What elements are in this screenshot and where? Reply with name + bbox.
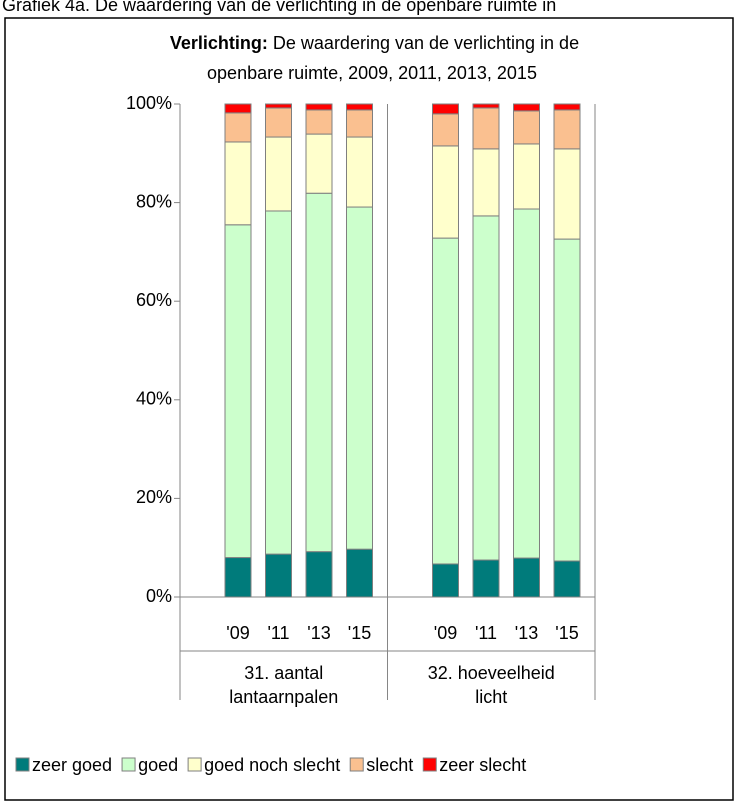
bar-segment xyxy=(432,113,459,147)
bar-segment xyxy=(265,210,292,555)
bar-segment xyxy=(513,208,540,559)
x-tick-label: '09 xyxy=(434,623,457,643)
bar-segment xyxy=(553,103,581,111)
bar-segment xyxy=(513,110,540,145)
bar-segment xyxy=(553,148,581,240)
bar-segment xyxy=(305,103,333,111)
bar-segment xyxy=(265,136,292,212)
x-tick-label: '09 xyxy=(226,623,249,643)
x-tick-label: '13 xyxy=(307,623,330,643)
bar-segment xyxy=(346,548,373,598)
y-tick-label: 0% xyxy=(146,586,172,606)
bar-segment xyxy=(224,224,252,559)
y-tick-label: 60% xyxy=(136,290,172,310)
bar-segment xyxy=(224,112,252,143)
legend-swatch xyxy=(15,757,30,772)
x-tick-label: '11 xyxy=(475,623,497,643)
y-tick-label: 100% xyxy=(126,93,172,113)
x-tick-label: '15 xyxy=(555,623,578,643)
bar-segment xyxy=(553,238,581,562)
bar-segment xyxy=(513,143,540,210)
bar-segment xyxy=(305,192,333,553)
bar-segment xyxy=(472,215,500,561)
y-tick-label: 80% xyxy=(136,191,172,211)
chart-title: Verlichting: De waardering van de verlich… xyxy=(170,33,579,53)
group-label: licht xyxy=(475,687,507,707)
bar-segment xyxy=(553,560,581,598)
bar-segment xyxy=(472,107,500,150)
title-bold: Verlichting: xyxy=(170,33,268,53)
bar-segment xyxy=(432,563,459,598)
caption: Grafiek 4a. De waardering van de verlich… xyxy=(2,0,556,15)
bar-segment xyxy=(305,133,333,194)
bar-segment xyxy=(472,103,500,109)
legend-label: slecht xyxy=(366,755,413,775)
legend-swatch xyxy=(121,757,136,772)
bar-segment xyxy=(553,109,581,150)
bar-segment xyxy=(305,109,333,135)
bar-segment xyxy=(346,103,373,111)
x-tick-label: '15 xyxy=(348,623,371,643)
bar-segment xyxy=(265,103,292,109)
legend-swatch xyxy=(349,757,364,772)
bar-segment xyxy=(432,237,459,565)
title-line: De waardering van de verlichting in de xyxy=(273,33,579,53)
x-tick-label: '11 xyxy=(267,623,289,643)
bar-segment xyxy=(346,109,373,138)
chart-title: openbare ruimte, 2009, 2011, 2013, 2015 xyxy=(207,63,537,83)
legend-label: zeer slecht xyxy=(439,755,526,775)
group-label: 31. aantal xyxy=(244,663,323,683)
bar-segment xyxy=(224,103,252,114)
y-tick-label: 40% xyxy=(136,389,172,409)
bar-segment xyxy=(513,103,540,112)
bar-segment xyxy=(305,551,333,598)
bar-segment xyxy=(265,107,292,138)
bar-segment xyxy=(346,136,373,208)
bar-segment xyxy=(432,103,459,115)
legend-label: goed xyxy=(138,755,178,775)
bar-segment xyxy=(224,141,252,226)
legend-label: zeer goed xyxy=(32,755,112,775)
bar-segment xyxy=(472,559,500,598)
legend-swatch xyxy=(187,757,202,772)
group-label: lantaarnpalen xyxy=(229,687,338,707)
bar-segment xyxy=(265,553,292,598)
bar-segment xyxy=(346,206,373,550)
bar-segment xyxy=(432,145,459,239)
group-label: 32. hoeveelheid xyxy=(428,663,555,683)
x-tick-label: '13 xyxy=(515,623,538,643)
y-tick-label: 20% xyxy=(136,487,172,507)
bar-segment xyxy=(513,557,540,598)
legend-label: goed noch slecht xyxy=(204,755,340,775)
bar-segment xyxy=(224,557,252,598)
legend-swatch xyxy=(422,757,437,772)
bar-segment xyxy=(472,148,500,217)
